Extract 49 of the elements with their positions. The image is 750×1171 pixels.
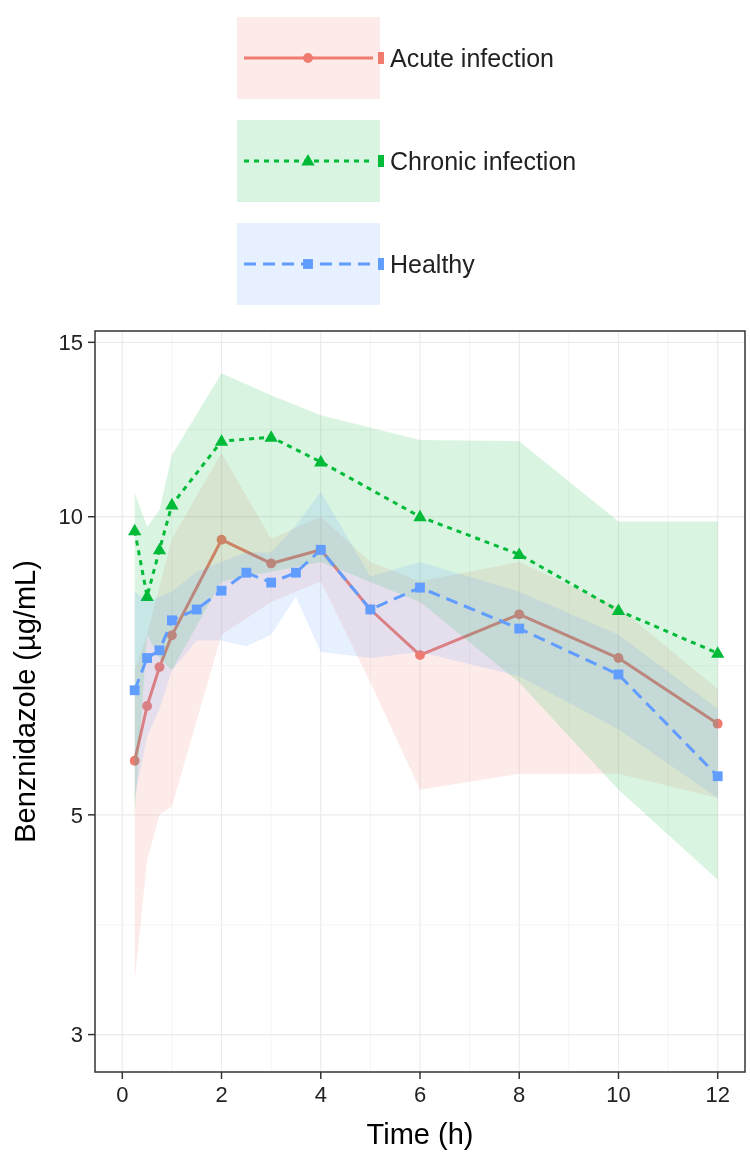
point [514, 609, 525, 620]
point [314, 454, 328, 467]
point [167, 615, 177, 626]
point [140, 589, 154, 601]
point [611, 603, 626, 616]
point [264, 430, 278, 442]
point [191, 604, 202, 615]
y-tick-label: 15 [58, 330, 83, 356]
point [216, 534, 227, 545]
x-tick-label: 4 [314, 1082, 327, 1107]
x-tick-label: 12 [705, 1082, 730, 1107]
point [512, 547, 526, 560]
x-axis-title: Time (h) [366, 1118, 474, 1150]
point [167, 630, 177, 641]
point [142, 653, 152, 663]
y-tick-label: 5 [70, 802, 83, 828]
x-tick-label: 0 [116, 1082, 129, 1107]
point [413, 509, 427, 522]
point [266, 558, 277, 569]
y-tick-label: 10 [58, 504, 83, 530]
point [711, 646, 725, 658]
x-tick-label: 8 [513, 1082, 526, 1107]
point [154, 662, 165, 672]
point [712, 771, 723, 782]
y-tick-label: 3 [70, 1022, 83, 1048]
point [129, 685, 140, 696]
point [216, 585, 227, 596]
point [154, 645, 165, 656]
x-tick-label: 2 [215, 1082, 228, 1107]
x-tick-label: 10 [606, 1082, 631, 1107]
point [129, 755, 140, 766]
point [712, 718, 723, 729]
point [514, 623, 525, 634]
point [165, 497, 179, 510]
legend-label: Healthy [390, 249, 476, 278]
point [415, 582, 425, 593]
point [152, 542, 167, 555]
point [142, 701, 152, 711]
legend-label: Acute infection [390, 43, 554, 72]
x-tick-label: 6 [413, 1082, 427, 1107]
y-axis-title: Benznidazole (µg/mL) [9, 560, 41, 843]
legend-label: Chronic infection [390, 146, 577, 175]
point [613, 653, 624, 663]
point [214, 434, 229, 446]
point [266, 577, 277, 588]
point [128, 523, 142, 536]
point [415, 650, 425, 660]
point [291, 567, 301, 578]
point [241, 567, 252, 578]
